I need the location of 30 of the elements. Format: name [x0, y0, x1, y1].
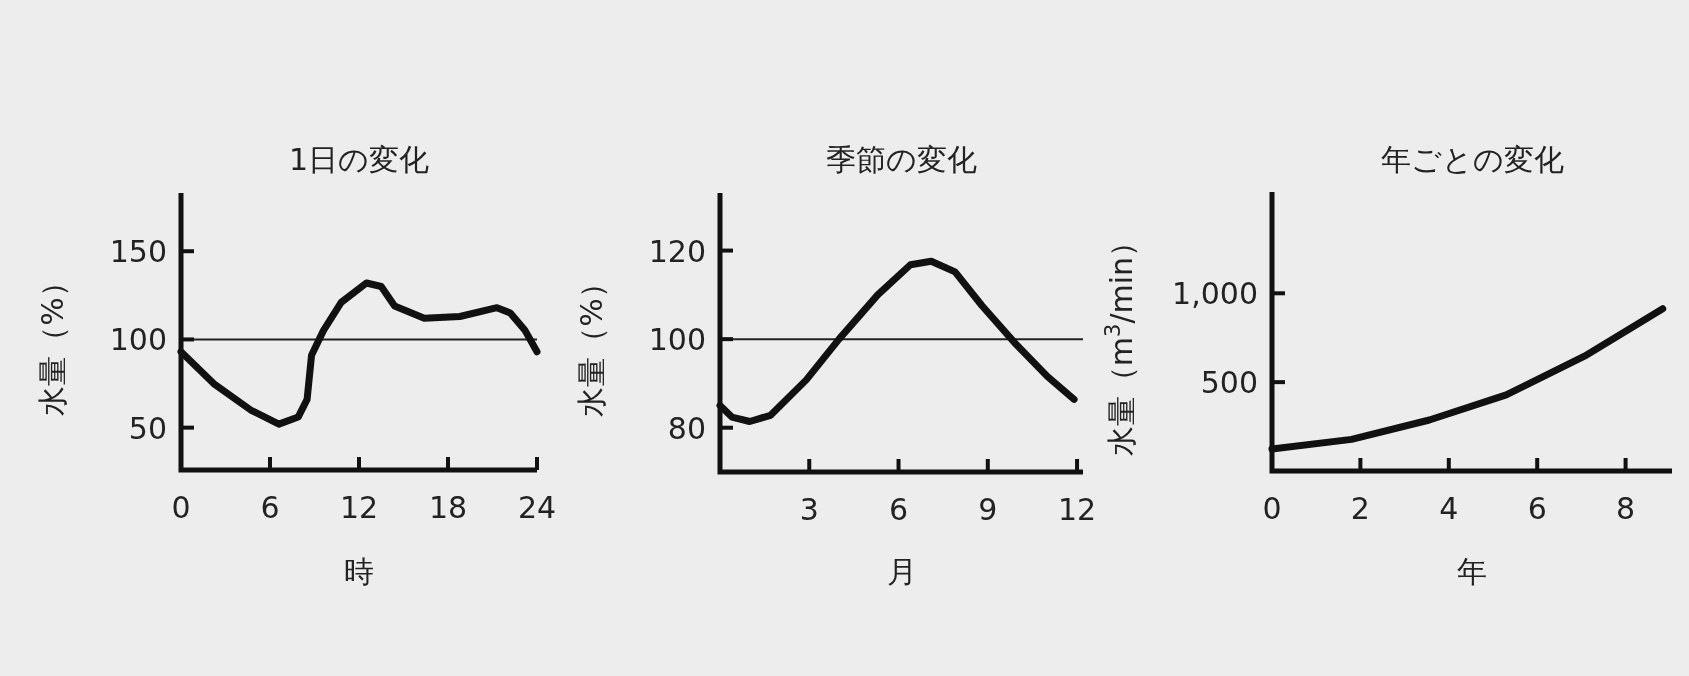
y-axis-title: 水量（%） [574, 268, 609, 417]
x-tick-label: 8 [1616, 491, 1636, 526]
y-tick-label: 50 [128, 410, 167, 446]
chart-title: 1日の変化 [288, 142, 430, 177]
y-tick-label: 100 [109, 322, 167, 358]
x-tick-label: 9 [978, 492, 998, 527]
y-axis-title: 水量（%） [35, 267, 70, 416]
x-tick-label: 0 [1262, 491, 1282, 526]
chart-title: 季節の変化 [826, 142, 977, 177]
x-tick-label: 0 [171, 490, 191, 525]
x-tick-label: 6 [260, 490, 280, 525]
x-tick-label: 12 [339, 490, 379, 525]
x-tick-label: 6 [1527, 491, 1547, 526]
x-tick-label: 3 [799, 492, 819, 527]
x-tick-label: 4 [1439, 491, 1459, 526]
x-axis-title: 時 [344, 554, 374, 589]
y-tick-label: 1,000 [1172, 276, 1258, 312]
x-tick-label: 24 [517, 490, 557, 525]
x-tick-label: 12 [1057, 492, 1097, 527]
x-tick-label: 18 [428, 490, 468, 525]
x-tick-label: 6 [888, 492, 909, 527]
y-tick-label: 120 [648, 233, 706, 269]
y-tick-label: 80 [667, 410, 706, 446]
chart-title: 年ごとの変化 [1380, 142, 1564, 177]
x-tick-label: 2 [1350, 491, 1370, 526]
y-tick-label: 150 [109, 234, 167, 270]
y-tick-label: 100 [648, 322, 706, 358]
x-axis-title: 年 [1457, 554, 1487, 589]
y-tick-label: 500 [1200, 365, 1258, 401]
x-axis-title: 月 [886, 554, 917, 589]
